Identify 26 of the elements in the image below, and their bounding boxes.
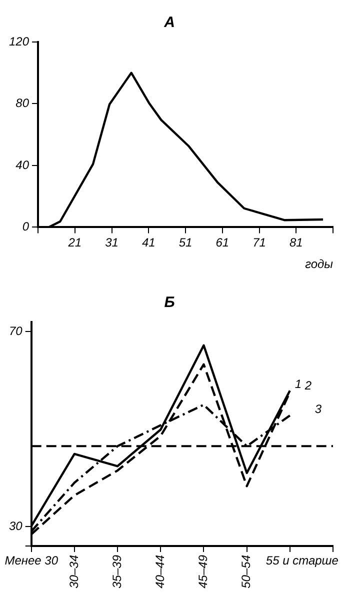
x-tick-label: 21 xyxy=(67,236,82,250)
y-tick-label: 0 xyxy=(22,220,30,234)
x-tick-label: 81 xyxy=(289,236,303,250)
x-tick-label: 41 xyxy=(142,236,156,250)
x-tick-label: 50–54 xyxy=(239,554,254,588)
x-tick-label: 35–39 xyxy=(110,554,124,588)
x-tick-label: 31 xyxy=(105,236,118,250)
x-tick-label: 55 и старше xyxy=(266,553,339,568)
y-tick-label: 120 xyxy=(8,34,30,48)
y-tick-label: 40 xyxy=(16,158,30,172)
y-tick-label: 80 xyxy=(16,96,30,110)
chart-title: А xyxy=(163,14,175,32)
series-label: 2 xyxy=(304,378,312,392)
series-label: 1 xyxy=(294,377,302,392)
text: 3 xyxy=(314,402,322,416)
chart-title: Б xyxy=(164,294,176,312)
x-tick-label: 61 xyxy=(216,236,230,250)
x-axis-title: годы xyxy=(305,257,334,272)
x-tick-label: 40–44 xyxy=(152,554,167,588)
x-tick-label: 45–49 xyxy=(196,554,210,588)
y-tick-label: 30 xyxy=(8,518,23,533)
x-tick-label: Менее 30 xyxy=(4,553,58,568)
x-tick-label: 51 xyxy=(178,236,192,250)
x-tick-label: 30–34 xyxy=(66,554,81,588)
x-tick-label: 71 xyxy=(252,236,266,250)
y-tick-label: 70 xyxy=(8,324,23,338)
